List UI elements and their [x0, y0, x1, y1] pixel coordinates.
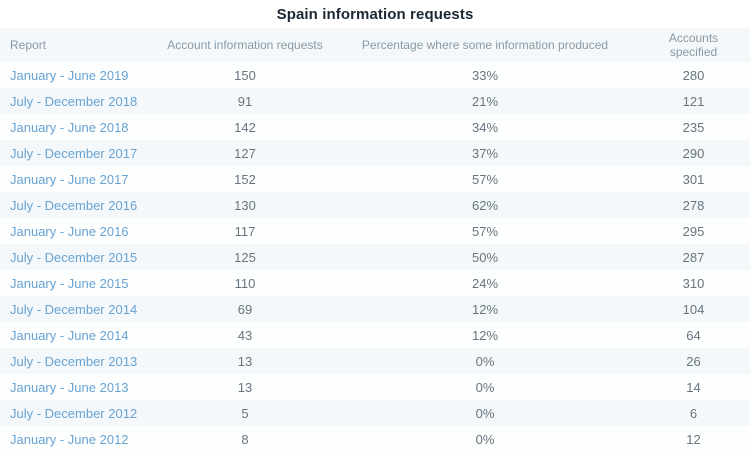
- report-period-link[interactable]: July - December 2015: [10, 249, 138, 265]
- report-cell: January - June 2013: [0, 374, 165, 400]
- table-row: July - December 2016 130 62% 278: [0, 192, 750, 218]
- report-period-link[interactable]: July - December 2017: [10, 145, 138, 161]
- accounts-specified-cell: 235: [645, 114, 750, 140]
- accounts-specified-cell: 301: [645, 166, 750, 192]
- percentage-produced-cell: 50%: [325, 244, 645, 270]
- report-cell: July - December 2018: [0, 88, 165, 114]
- accounts-specified-cell: 104: [645, 296, 750, 322]
- table-header-row: Report Account information requests Perc…: [0, 28, 750, 62]
- percentage-produced-cell: 37%: [325, 140, 645, 166]
- table-row: July - December 2015 125 50% 287: [0, 244, 750, 270]
- account-information-requests-cell: 150: [165, 62, 325, 88]
- accounts-specified-cell: 26: [645, 348, 750, 374]
- page-title: Spain information requests: [276, 5, 474, 23]
- percentage-produced-cell: 0%: [325, 400, 645, 426]
- percentage-produced-cell: 0%: [325, 426, 645, 452]
- report-cell: July - December 2016: [0, 192, 165, 218]
- percentage-produced-cell: 24%: [325, 270, 645, 296]
- percentage-produced-cell: 33%: [325, 62, 645, 88]
- table-row: July - December 2014 69 12% 104: [0, 296, 750, 322]
- column-header-percentage-information-produced: Percentage where some information produc…: [325, 28, 645, 62]
- accounts-specified-cell: 310: [645, 270, 750, 296]
- column-header-accounts-specified: Accounts specified: [645, 28, 750, 62]
- table-row: January - June 2018 142 34% 235: [0, 114, 750, 140]
- report-period-link[interactable]: January - June 2019: [10, 67, 129, 83]
- report-cell: January - June 2014: [0, 322, 165, 348]
- percentage-produced-cell: 21%: [325, 88, 645, 114]
- table-row: January - June 2019 150 33% 280: [0, 62, 750, 88]
- report-period-link[interactable]: July - December 2013: [10, 353, 138, 369]
- account-information-requests-cell: 8: [165, 426, 325, 452]
- information-requests-table: Report Account information requests Perc…: [0, 28, 750, 452]
- accounts-specified-cell: 290: [645, 140, 750, 166]
- table-row: July - December 2012 5 0% 6: [0, 400, 750, 426]
- percentage-produced-cell: 57%: [325, 218, 645, 244]
- table-row: January - June 2014 43 12% 64: [0, 322, 750, 348]
- account-information-requests-cell: 152: [165, 166, 325, 192]
- column-header-account-information-requests: Account information requests: [165, 28, 325, 62]
- account-information-requests-cell: 110: [165, 270, 325, 296]
- report-cell: July - December 2013: [0, 348, 165, 374]
- account-information-requests-cell: 13: [165, 348, 325, 374]
- report-period-link[interactable]: January - June 2017: [10, 171, 129, 187]
- report-period-link[interactable]: January - June 2013: [10, 379, 129, 395]
- percentage-produced-cell: 0%: [325, 374, 645, 400]
- report-period-link[interactable]: July - December 2014: [10, 301, 138, 317]
- report-cell: January - June 2017: [0, 166, 165, 192]
- account-information-requests-cell: 130: [165, 192, 325, 218]
- accounts-specified-cell: 280: [645, 62, 750, 88]
- table-row: January - June 2013 13 0% 14: [0, 374, 750, 400]
- report-cell: July - December 2015: [0, 244, 165, 270]
- table-row: July - December 2018 91 21% 121: [0, 88, 750, 114]
- report-period-link[interactable]: January - June 2014: [10, 327, 129, 343]
- percentage-produced-cell: 57%: [325, 166, 645, 192]
- report-period-link[interactable]: January - June 2012: [10, 431, 129, 447]
- account-information-requests-cell: 117: [165, 218, 325, 244]
- account-information-requests-cell: 5: [165, 400, 325, 426]
- table-row: January - June 2017 152 57% 301: [0, 166, 750, 192]
- accounts-specified-cell: 14: [645, 374, 750, 400]
- accounts-specified-cell: 295: [645, 218, 750, 244]
- account-information-requests-cell: 13: [165, 374, 325, 400]
- report-cell: January - June 2012: [0, 426, 165, 452]
- account-information-requests-cell: 91: [165, 88, 325, 114]
- report-period-link[interactable]: January - June 2015: [10, 275, 129, 291]
- report-period-link[interactable]: July - December 2016: [10, 197, 138, 213]
- account-information-requests-cell: 142: [165, 114, 325, 140]
- percentage-produced-cell: 0%: [325, 348, 645, 374]
- table-row: January - June 2012 8 0% 12: [0, 426, 750, 452]
- percentage-produced-cell: 34%: [325, 114, 645, 140]
- report-cell: July - December 2012: [0, 400, 165, 426]
- table-row: January - June 2016 117 57% 295: [0, 218, 750, 244]
- accounts-specified-cell: 6: [645, 400, 750, 426]
- percentage-produced-cell: 12%: [325, 322, 645, 348]
- accounts-specified-cell: 64: [645, 322, 750, 348]
- accounts-specified-cell: 12: [645, 426, 750, 452]
- table-row: July - December 2013 13 0% 26: [0, 348, 750, 374]
- accounts-specified-cell: 287: [645, 244, 750, 270]
- account-information-requests-cell: 43: [165, 322, 325, 348]
- account-information-requests-cell: 69: [165, 296, 325, 322]
- accounts-specified-cell: 121: [645, 88, 750, 114]
- percentage-produced-cell: 62%: [325, 192, 645, 218]
- table-row: January - June 2015 110 24% 310: [0, 270, 750, 296]
- report-cell: January - June 2016: [0, 218, 165, 244]
- account-information-requests-cell: 125: [165, 244, 325, 270]
- report-period-link[interactable]: January - June 2016: [10, 223, 129, 239]
- report-period-link[interactable]: July - December 2018: [10, 93, 138, 109]
- report-cell: January - June 2019: [0, 62, 165, 88]
- report-cell: July - December 2017: [0, 140, 165, 166]
- report-cell: January - June 2015: [0, 270, 165, 296]
- column-header-report: Report: [0, 28, 165, 62]
- report-period-link[interactable]: January - June 2018: [10, 119, 129, 135]
- account-information-requests-cell: 127: [165, 140, 325, 166]
- report-period-link[interactable]: July - December 2012: [10, 405, 138, 421]
- table-body: January - June 2019 150 33% 280 July - Decem…: [0, 62, 750, 452]
- percentage-produced-cell: 12%: [325, 296, 645, 322]
- report-cell: July - December 2014: [0, 296, 165, 322]
- table-row: July - December 2017 127 37% 290: [0, 140, 750, 166]
- accounts-specified-cell: 278: [645, 192, 750, 218]
- report-cell: January - June 2018: [0, 114, 165, 140]
